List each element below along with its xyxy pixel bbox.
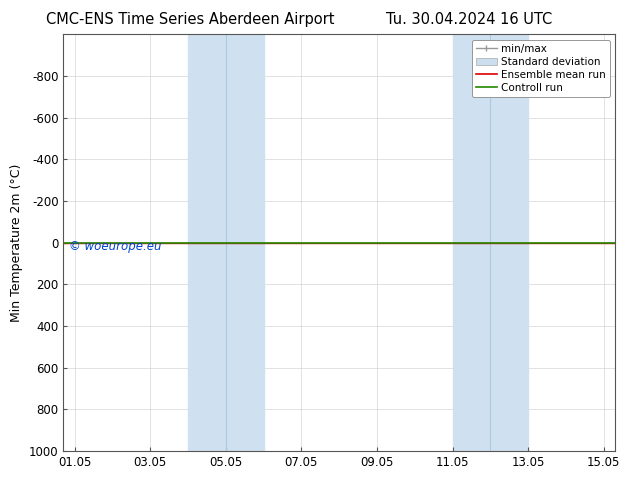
Bar <box>453 34 528 451</box>
Bar <box>188 34 264 451</box>
Y-axis label: Min Temperature 2m (°C): Min Temperature 2m (°C) <box>10 163 23 322</box>
Text: Tu. 30.04.2024 16 UTC: Tu. 30.04.2024 16 UTC <box>386 12 552 27</box>
Text: CMC-ENS Time Series Aberdeen Airport: CMC-ENS Time Series Aberdeen Airport <box>46 12 335 27</box>
Text: © woeurope.eu: © woeurope.eu <box>69 240 162 253</box>
Legend: min/max, Standard deviation, Ensemble mean run, Controll run: min/max, Standard deviation, Ensemble me… <box>472 40 610 97</box>
